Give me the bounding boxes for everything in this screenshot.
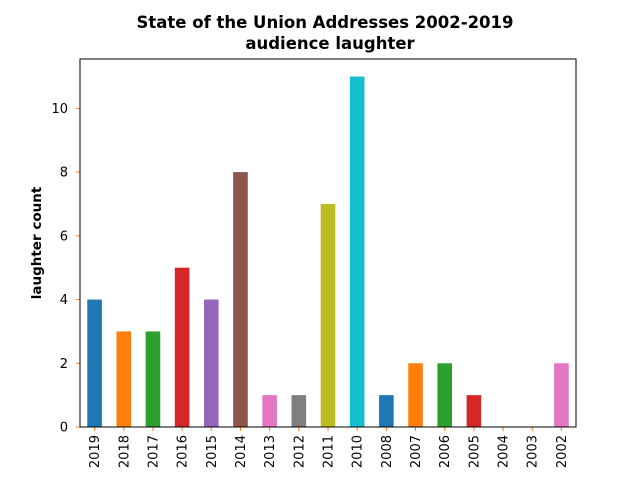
x-tick-label-2002: 2002 bbox=[555, 435, 570, 468]
x-tick-label-2019: 2019 bbox=[88, 435, 103, 468]
bar-2007 bbox=[408, 363, 423, 427]
bar-2014 bbox=[233, 172, 248, 427]
bar-2019 bbox=[87, 299, 102, 427]
y-tick-label-10: 10 bbox=[51, 102, 68, 117]
y-tick-label-4: 4 bbox=[60, 293, 68, 308]
y-tick-label-8: 8 bbox=[60, 166, 68, 181]
bar-series bbox=[87, 76, 569, 428]
bar-2018 bbox=[116, 331, 132, 427]
y-tick-label-2: 2 bbox=[60, 357, 68, 372]
x-tick-label-2006: 2006 bbox=[438, 435, 453, 468]
x-tick-label-2010: 2010 bbox=[351, 435, 366, 468]
x-tick-label-2012: 2012 bbox=[292, 435, 307, 468]
bar-2016 bbox=[174, 267, 190, 427]
y-tick-label-0: 0 bbox=[60, 421, 68, 436]
x-tick-label-2005: 2005 bbox=[467, 435, 482, 468]
bar-2005 bbox=[466, 395, 482, 427]
x-tick-label-2015: 2015 bbox=[205, 435, 220, 468]
x-tick-label-2018: 2018 bbox=[117, 435, 132, 468]
bar-2013 bbox=[262, 395, 277, 427]
chart-subtitle: audience laughter bbox=[245, 34, 415, 53]
chart-title: State of the Union Addresses 2002-2019 bbox=[137, 13, 514, 32]
y-axis-ticks: 0 2 4 6 8 10 bbox=[51, 102, 80, 436]
bar-2017 bbox=[145, 331, 161, 427]
bar-2006 bbox=[437, 363, 452, 427]
bar-2002 bbox=[554, 363, 569, 427]
y-axis-label: laughter count bbox=[29, 186, 45, 299]
y-tick-label-6: 6 bbox=[60, 229, 68, 244]
plot-area-frame bbox=[79, 58, 577, 428]
bar-2010 bbox=[349, 76, 365, 428]
x-tick-label-2016: 2016 bbox=[176, 435, 191, 468]
bar-2008 bbox=[379, 395, 394, 427]
x-tick-label-2014: 2014 bbox=[234, 435, 249, 468]
bar-2011 bbox=[320, 203, 336, 427]
x-tick-label-2004: 2004 bbox=[497, 435, 512, 468]
x-tick-label-2013: 2013 bbox=[263, 435, 278, 468]
x-tick-label-2007: 2007 bbox=[409, 435, 424, 468]
bar-2015 bbox=[204, 299, 219, 427]
x-tick-label-2011: 2011 bbox=[322, 435, 337, 468]
bar-2012 bbox=[291, 395, 307, 427]
x-tick-label-2003: 2003 bbox=[526, 435, 541, 468]
x-tick-label-2017: 2017 bbox=[146, 435, 161, 468]
x-axis-ticks: 2019 2018 2017 2016 2015 2014 2013 2012 2011 2010… bbox=[88, 427, 570, 468]
x-tick-label-2008: 2008 bbox=[380, 435, 395, 468]
